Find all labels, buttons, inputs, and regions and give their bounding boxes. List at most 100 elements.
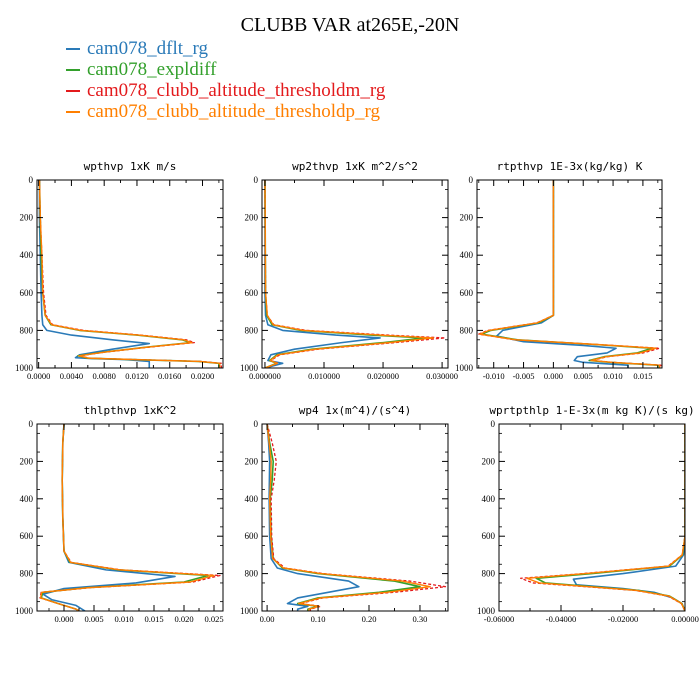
x-tick-label: 0.0000	[27, 371, 50, 381]
y-tick-label: 0	[491, 419, 496, 429]
y-tick-label: 0	[469, 175, 474, 185]
x-tick-label: 0.0160	[158, 371, 181, 381]
y-tick-label: 200	[482, 456, 496, 466]
y-tick-label: 0	[254, 175, 259, 185]
chart-panel: wpthvp 1xK m/s 0 200 400 600 800 10000.0000 0.0…	[15, 160, 224, 381]
series-line	[480, 180, 659, 368]
legend-swatch	[66, 89, 80, 92]
x-tick-label: 0.020000	[367, 371, 399, 381]
chart-panel: rtpthvp 1E-3x(kg/kg) K02004006008001000-…	[455, 160, 663, 381]
x-tick-label: 0.0080	[93, 371, 116, 381]
legend-swatch	[66, 110, 80, 113]
y-tick-label: 600	[245, 288, 259, 298]
plot-frame	[476, 179, 663, 369]
legend-swatch	[66, 47, 80, 50]
chart-panel: wprtpthlp 1-E-3x(m kg K)/(s kg) 0 200 400 60…	[477, 404, 699, 624]
series-line	[39, 424, 215, 611]
series-line	[264, 180, 426, 368]
y-tick-label: 1000	[477, 606, 496, 616]
legend-item: cam078_clubb_altitude_thresholdp_rg	[66, 101, 385, 122]
y-tick-label: 800	[460, 325, 474, 335]
y-tick-label: 200	[20, 456, 34, 466]
x-tick-label: 0.010	[604, 371, 623, 381]
y-tick-label: 0	[29, 419, 34, 429]
y-tick-label: 400	[20, 494, 34, 504]
series-line	[39, 424, 221, 611]
y-tick-label: 800	[245, 569, 259, 579]
plot-frame	[498, 423, 686, 612]
series-line	[38, 180, 151, 368]
y-tick-label: 1000	[240, 363, 259, 373]
legend-item: cam078_clubb_altitude_thresholdm_rg	[66, 80, 385, 101]
plot-frame	[36, 179, 224, 369]
series-line	[264, 180, 434, 368]
chart-title: wprtpthlp 1-E-3x(m kg K)/(s kg)	[489, 404, 694, 417]
x-tick-label: 0.020	[174, 614, 193, 624]
x-tick-label: 0.005	[574, 371, 593, 381]
chart-panel: wp2thvp 1xK m^2/s^2 0 200 400 600 800 10000.00…	[240, 160, 458, 381]
plot-frame	[261, 423, 449, 612]
y-tick-label: 800	[482, 569, 496, 579]
x-tick-label: 0.010000	[308, 371, 340, 381]
chart-title: wp2thvp 1xK m^2/s^2	[292, 160, 418, 173]
series-line	[266, 424, 447, 611]
x-tick-label: 0.025	[204, 614, 223, 624]
y-tick-label: 0	[29, 175, 34, 185]
y-tick-label: 400	[482, 494, 496, 504]
chart-panel: thlpthvp 1xK^2 0 200 400 600 800 1000 0.000 0.00…	[15, 404, 224, 624]
x-tick-label: 0.0120	[125, 371, 148, 381]
x-tick-label: 0.000	[544, 371, 563, 381]
x-tick-label: 0.010	[114, 614, 133, 624]
y-tick-label: 600	[482, 531, 496, 541]
plot-frame	[261, 179, 449, 369]
chart-title: wpthvp 1xK m/s	[84, 160, 177, 173]
chart-title: thlpthvp 1xK^2	[84, 404, 177, 417]
y-tick-label: 1000	[240, 606, 259, 616]
series-line	[266, 424, 360, 611]
x-tick-label: -0.005	[513, 371, 535, 381]
x-tick-label: 0.015	[633, 371, 652, 381]
series-line	[38, 180, 220, 368]
series-line	[479, 180, 661, 368]
y-tick-label: 1000	[15, 606, 34, 616]
series-line	[38, 180, 223, 368]
legend-label: cam078_clubb_altitude_thresholdm_rg	[87, 79, 386, 101]
x-tick-label: 0.030000	[426, 371, 458, 381]
x-tick-label: 0.000	[54, 614, 73, 624]
series-line	[572, 424, 685, 611]
y-tick-label: 1000	[15, 363, 34, 373]
legend-item: cam078_expldiff	[66, 59, 385, 80]
chart-panel: wp4 1x(m^4)/(s^4) 0 200 400 600 800 10000.00 0.…	[240, 404, 449, 624]
series-line	[478, 180, 662, 368]
x-tick-label: 0.10	[311, 614, 326, 624]
series-line	[526, 424, 685, 611]
y-tick-label: 400	[245, 494, 259, 504]
legend-label: cam078_clubb_altitude_thresholdp_rg	[87, 100, 381, 122]
plot-frame	[36, 423, 224, 612]
y-tick-label: 800	[20, 569, 34, 579]
x-tick-label: 0.000000	[249, 371, 281, 381]
chart-title: wp4 1x(m^4)/(s^4)	[299, 404, 412, 417]
y-tick-label: 600	[460, 288, 474, 298]
y-tick-label: 800	[20, 325, 34, 335]
y-tick-label: 600	[20, 531, 34, 541]
x-tick-label: 0.30	[413, 614, 428, 624]
x-tick-label: 0.00	[260, 614, 275, 624]
series-line	[264, 180, 381, 368]
x-tick-label: 0.00000	[671, 614, 699, 624]
y-tick-label: 200	[245, 213, 259, 223]
y-tick-label: 800	[245, 325, 259, 335]
x-tick-label: 0.005	[84, 614, 103, 624]
y-tick-label: 400	[20, 250, 34, 260]
series-line	[266, 424, 421, 611]
y-tick-label: 1000	[455, 363, 474, 373]
x-tick-label: -0.02000	[608, 614, 638, 624]
x-tick-label: -0.06000	[484, 614, 514, 624]
series-line	[266, 424, 431, 611]
y-tick-label: 600	[245, 531, 259, 541]
y-tick-label: 200	[460, 213, 474, 223]
legend-label: cam078_expldiff	[87, 58, 217, 80]
legend-swatch	[66, 68, 80, 71]
series-line	[38, 180, 221, 368]
